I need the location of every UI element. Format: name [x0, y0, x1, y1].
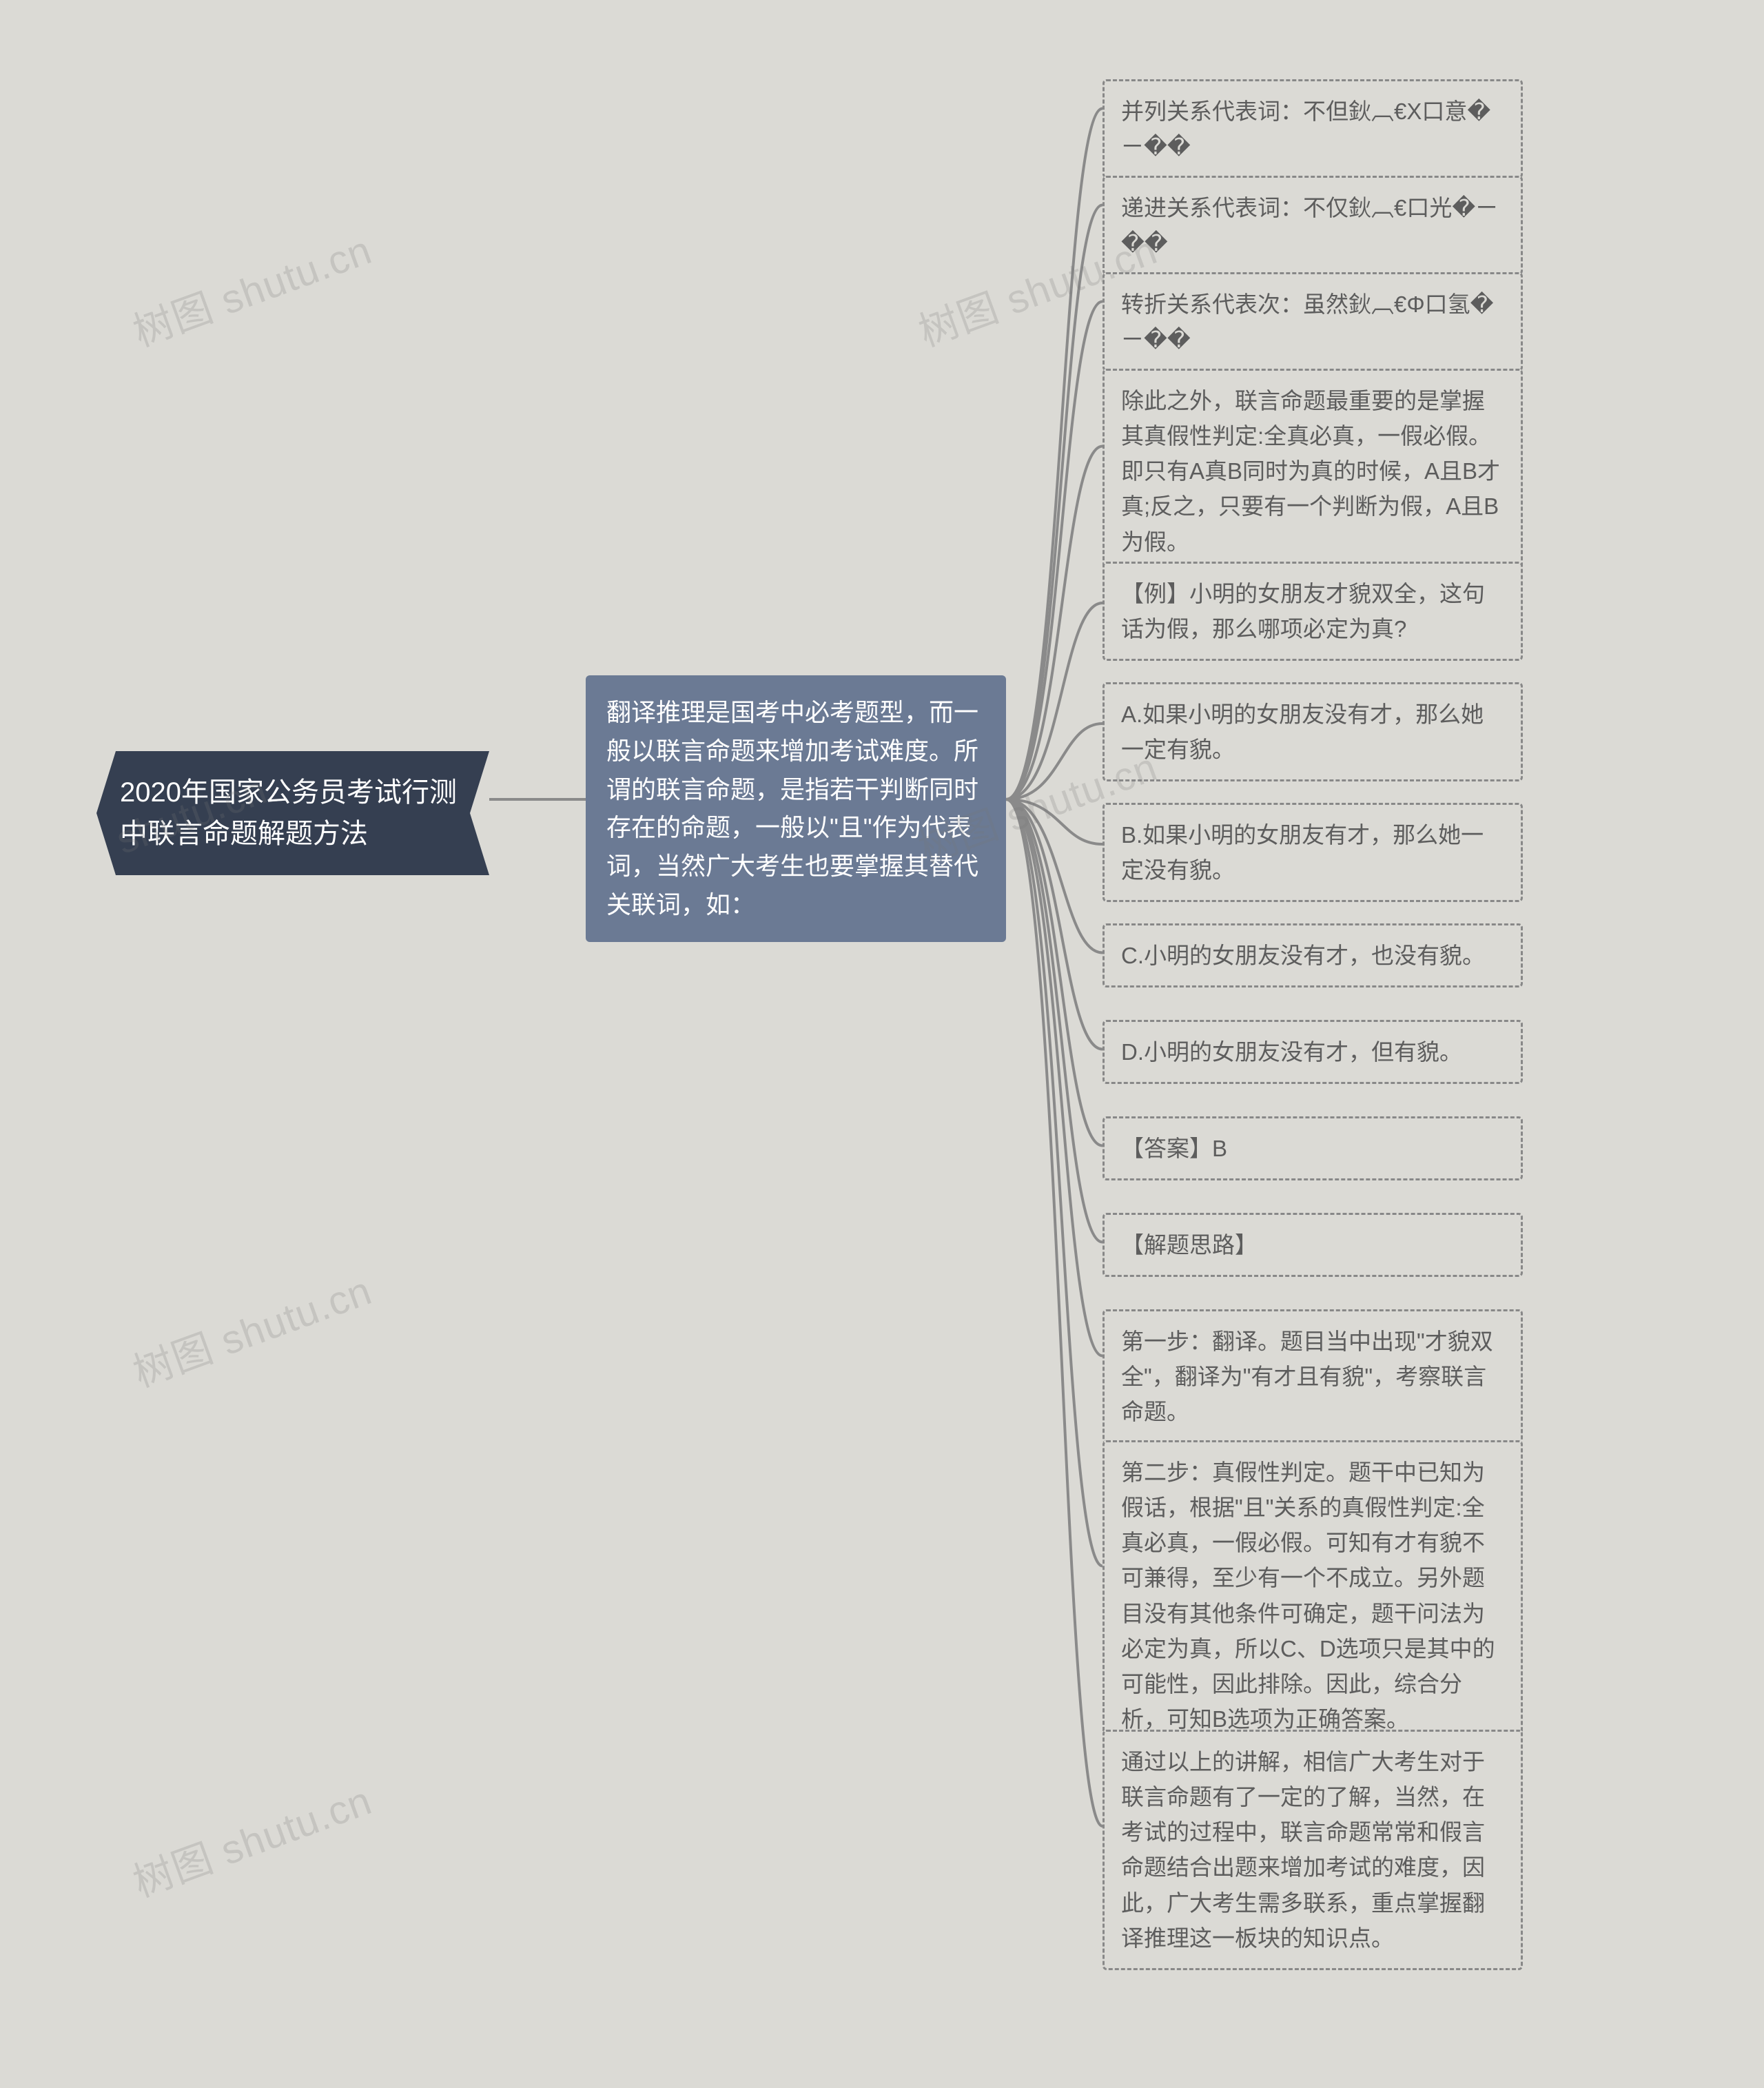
- mindmap-canvas: 2020年国家公务员考试行测中联言命题解题方法 翻译推理是国考中必考题型，而一般…: [0, 0, 1764, 2088]
- leaf-node: 转折关系代表次：虽然鈥︹€Φ口氢�ㄧ��: [1102, 272, 1523, 371]
- leaf-node-text: 【例】小明的女朋友才貌双全，这句话为假，那么哪项必定为真?: [1121, 581, 1485, 642]
- leaf-node: C.小明的女朋友没有才，也没有貌。: [1102, 923, 1523, 987]
- leaf-node: D.小明的女朋友没有才，但有貌。: [1102, 1020, 1523, 1084]
- middle-node: 翻译推理是国考中必考题型，而一般以联言命题来增加考试难度。所谓的联言命题，是指若…: [586, 675, 1006, 942]
- leaf-node-text: 第一步：翻译。题目当中出现"才貌双全"，翻译为"有才且有貌"，考察联言命题。: [1121, 1329, 1493, 1424]
- leaf-node: B.如果小明的女朋友有才，那么她一定没有貌。: [1102, 803, 1523, 902]
- watermark: 树图 shutu.cn: [124, 1258, 378, 1398]
- leaf-node: 【答案】B: [1102, 1116, 1523, 1180]
- leaf-node-text: 并列关系代表词：不但鈥︹€X口意�ㄧ��: [1121, 99, 1490, 159]
- leaf-node-text: A.如果小明的女朋友没有才，那么她一定有貌。: [1121, 702, 1484, 762]
- leaf-node: 递进关系代表词：不仅鈥︹€口光�ㄧ��: [1102, 176, 1523, 275]
- leaf-node: 除此之外，联言命题最重要的是掌握其真假性判定:全真必真，一假必假。即只有A真B同…: [1102, 369, 1523, 574]
- root-node-text: 2020年国家公务员考试行测中联言命题解题方法: [120, 777, 457, 849]
- leaf-node-text: 递进关系代表词：不仅鈥︹€口光�ㄧ��: [1121, 195, 1498, 256]
- leaf-node: 【例】小明的女朋友才貌双全，这句话为假，那么哪项必定为真?: [1102, 562, 1523, 661]
- leaf-node-text: C.小明的女朋友没有才，也没有貌。: [1121, 943, 1485, 968]
- leaf-node-text: 第二步：真假性判定。题干中已知为假话，根据"且"关系的真假性判定:全真必真，一假…: [1121, 1460, 1495, 1732]
- leaf-node-text: 【答案】B: [1121, 1136, 1227, 1161]
- leaf-node: 第二步：真假性判定。题干中已知为假话，根据"且"关系的真假性判定:全真必真，一假…: [1102, 1440, 1523, 1751]
- watermark: 树图 shutu.cn: [124, 1768, 378, 1908]
- watermark: 树图 shutu.cn: [124, 218, 378, 358]
- leaf-node-text: D.小明的女朋友没有才，但有貌。: [1121, 1039, 1462, 1065]
- leaf-node-text: 通过以上的讲解，相信广大考生对于联言命题有了一定的了解，当然，在考试的过程中，联…: [1121, 1749, 1485, 1951]
- leaf-node: 【解题思路】: [1102, 1213, 1523, 1277]
- leaf-node-text: B.如果小明的女朋友有才，那么她一定没有貌。: [1121, 822, 1484, 883]
- leaf-node: 并列关系代表词：不但鈥︹€X口意�ㄧ��: [1102, 79, 1523, 178]
- leaf-node-text: 【解题思路】: [1121, 1232, 1258, 1258]
- leaf-node: 第一步：翻译。题目当中出现"才貌双全"，翻译为"有才且有貌"，考察联言命题。: [1102, 1309, 1523, 1444]
- middle-node-text: 翻译推理是国考中必考题型，而一般以联言命题来增加考试难度。所谓的联言命题，是指若…: [606, 698, 978, 919]
- leaf-node: A.如果小明的女朋友没有才，那么她一定有貌。: [1102, 682, 1523, 781]
- leaf-node-text: 转折关系代表次：虽然鈥︹€Φ口氢�ㄧ��: [1121, 291, 1494, 352]
- root-node: 2020年国家公务员考试行测中联言命题解题方法: [96, 751, 489, 875]
- leaf-node-text: 除此之外，联言命题最重要的是掌握其真假性判定:全真必真，一假必假。即只有A真B同…: [1121, 388, 1500, 555]
- leaf-node: 通过以上的讲解，相信广大考生对于联言命题有了一定的了解，当然，在考试的过程中，联…: [1102, 1730, 1523, 1970]
